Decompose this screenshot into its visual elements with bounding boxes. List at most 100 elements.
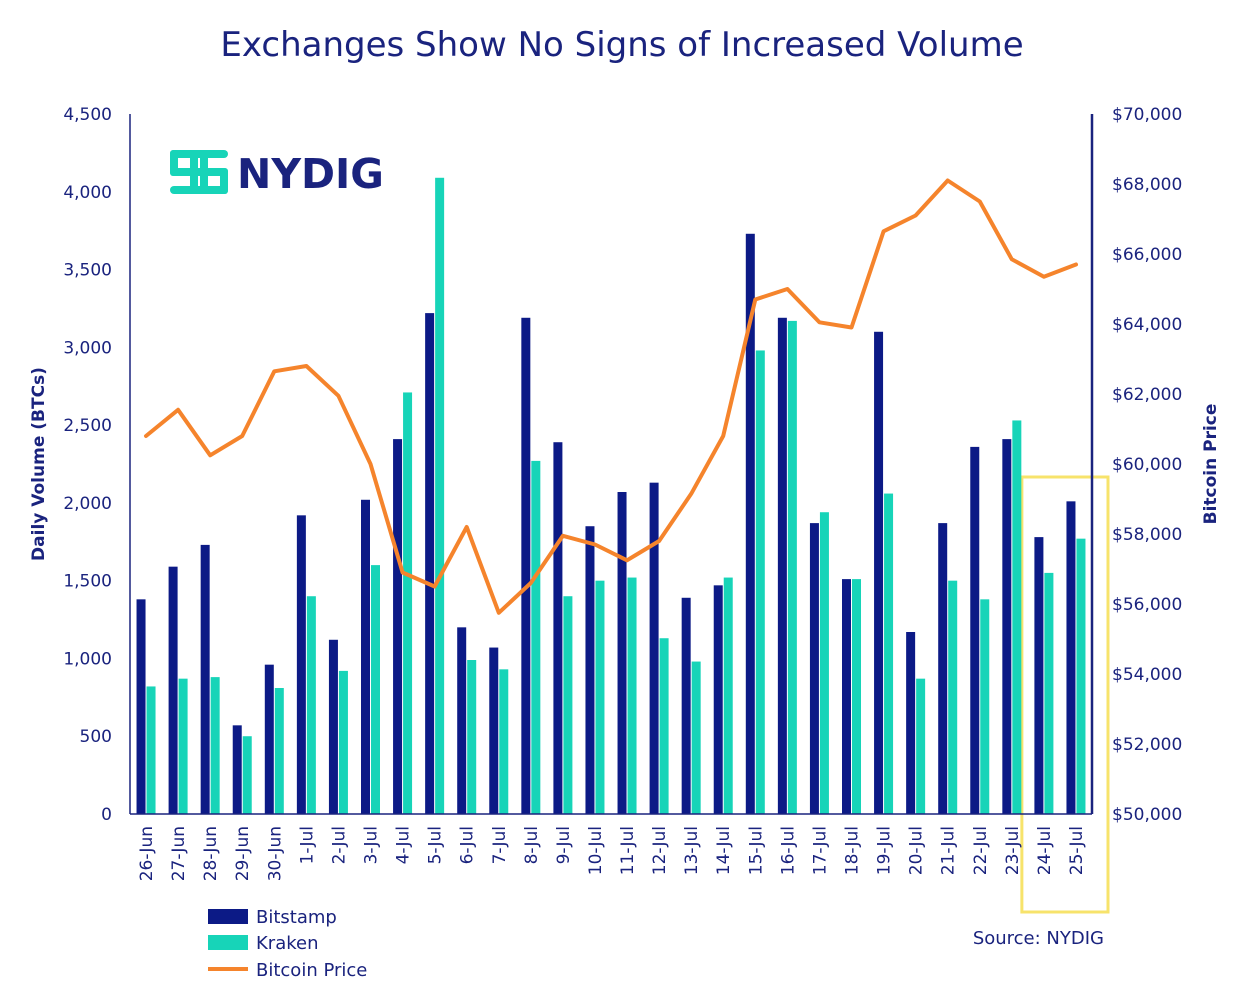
x-tick-label-3-jul: 3-Jul [362,826,382,864]
legend-item-bitcoin-price: Bitcoin Price [208,960,367,981]
bar-bitstamp-27-jun [168,566,178,814]
bar-bitstamp-12-jul [649,482,659,814]
bar-kraken-25-jul [1076,538,1086,814]
bar-bitstamp-30-jun [264,664,274,814]
x-tick-label-9-jul: 9-Jul [554,826,574,864]
bar-kraken-29-jun [242,736,252,814]
bar-bitstamp-23-jul [1002,439,1012,814]
y2-tick-label: $52,000 [1112,735,1182,755]
x-tick-label-13-jul: 13-Jul [682,826,702,875]
bar-kraken-6-jul [467,660,477,814]
bar-kraken-1-jul [306,596,316,814]
x-tick-label-20-jul: 20-Jul [907,826,927,875]
bar-bitstamp-8-jul [521,317,531,814]
legend-label-bitstamp: Bitstamp [256,907,337,928]
x-tick-label-4-jul: 4-Jul [394,826,414,864]
y-tick-label: 4,000 [63,183,112,203]
bar-bitstamp-2-jul [328,639,338,814]
bar-bitstamp-5-jul [425,313,435,814]
bar-kraken-21-jul [948,580,958,814]
nydig-logo: NYDIG [170,150,384,198]
y2-tick-label: $66,000 [1112,245,1182,265]
x-tick-label-26-jun: 26-Jun [137,826,157,881]
bar-bitstamp-20-jul [906,632,916,814]
y-tick-label: 2,500 [63,416,112,436]
y2-tick-label: $64,000 [1112,315,1182,335]
y2-tick-label: $68,000 [1112,175,1182,195]
y2-tick-label: $58,000 [1112,525,1182,545]
bar-kraken-4-jul [403,392,413,814]
line-bitcoin-price [144,178,1078,615]
x-tick-label-14-jul: 14-Jul [714,826,734,875]
bar-bitstamp-25-jul [1066,501,1076,814]
y-tick-label: 3,000 [63,338,112,358]
x-tick-label-28-jun: 28-Jun [201,826,221,881]
bar-kraken-17-jul [819,512,829,814]
x-tick-label-5-jul: 5-Jul [426,826,446,864]
bar-kraken-7-jul [499,669,509,814]
bar-kraken-27-jun [178,678,188,814]
x-tick-label-25-jul: 25-Jul [1067,826,1087,875]
bar-bitstamp-13-jul [681,597,691,814]
price-line-group [144,178,1078,615]
bar-kraken-24-jul [1044,572,1054,814]
x-tick-label-2-jul: 2-Jul [329,826,349,864]
y-tick-label: 500 [80,727,112,747]
bar-kraken-26-jun [146,686,156,814]
x-tick-label-6-jul: 6-Jul [458,826,478,864]
bar-bitstamp-3-jul [361,499,370,814]
bar-bitstamp-6-jul [457,627,467,814]
bar-bitstamp-18-jul [842,579,851,814]
bar-bitstamp-9-jul [553,442,563,814]
bar-kraken-23-jul [1012,420,1022,814]
source-note: Source: NYDIG [973,928,1104,949]
x-axis-ticks: 26-Jun 27-Jun 28-Jun 29-Jun 30-Jun 1-Jul 2-Jul… [137,826,1087,881]
bar-bitstamp-7-jul [489,647,499,814]
y2-tick-label: $50,000 [1112,805,1182,825]
left-axis-ticks: 0 500 1,000 1,500 2,000 2,500 3,000 3,500 4,000 4… [63,105,112,825]
legend-swatch-kraken [208,935,248,950]
x-tick-label-30-jun: 30-Jun [265,826,285,881]
bar-kraken-30-jun [274,688,284,814]
y-tick-label: 1,000 [63,649,112,669]
y2-tick-label: $54,000 [1112,665,1182,685]
bar-kraken-10-jul [595,580,605,814]
bar-bitstamp-1-jul [296,515,306,814]
bar-kraken-15-jul [755,350,765,814]
x-tick-label-29-jun: 29-Jun [233,826,253,881]
x-tick-label-16-jul: 16-Jul [778,826,798,875]
y-tick-label: 3,500 [63,261,112,281]
bar-kraken-13-jul [691,661,701,814]
bar-kraken-20-jul [916,678,926,814]
x-tick-label-21-jul: 21-Jul [939,826,959,875]
bar-bitstamp-14-jul [713,585,723,814]
logo-wordmark: NYDIG [237,150,384,198]
chart-title: Exchanges Show No Signs of Increased Vol… [220,25,1023,65]
y2-tick-label: $62,000 [1112,385,1182,405]
x-tick-label-23-jul: 23-Jul [1003,826,1023,875]
bar-kraken-18-jul [852,579,861,814]
y-tick-label: 1,500 [63,572,112,592]
highlight-box [1020,475,1110,914]
y-tick-label: 0 [101,805,112,825]
x-tick-label-19-jul: 19-Jul [875,826,895,875]
y-axis-label: Daily Volume (BTCs) [29,367,49,561]
bar-kraken-19-jul [884,493,894,814]
bars-group [136,177,1086,814]
logo-mark-icon [170,150,228,194]
legend-label-kraken: Kraken [256,933,319,954]
bar-bitstamp-21-jul [938,523,948,814]
bar-bitstamp-26-jun [136,599,146,814]
x-tick-label-22-jul: 22-Jul [971,826,991,875]
bar-bitstamp-24-jul [1034,537,1044,814]
bar-kraken-3-jul [371,565,380,814]
x-tick-label-24-jul: 24-Jul [1035,826,1055,875]
y2-tick-label: $60,000 [1112,455,1182,475]
bar-kraken-5-jul [435,177,445,814]
bar-kraken-12-jul [659,638,669,814]
x-tick-label-7-jul: 7-Jul [490,826,510,864]
bar-kraken-14-jul [723,577,733,814]
x-tick-label-18-jul: 18-Jul [843,826,863,875]
